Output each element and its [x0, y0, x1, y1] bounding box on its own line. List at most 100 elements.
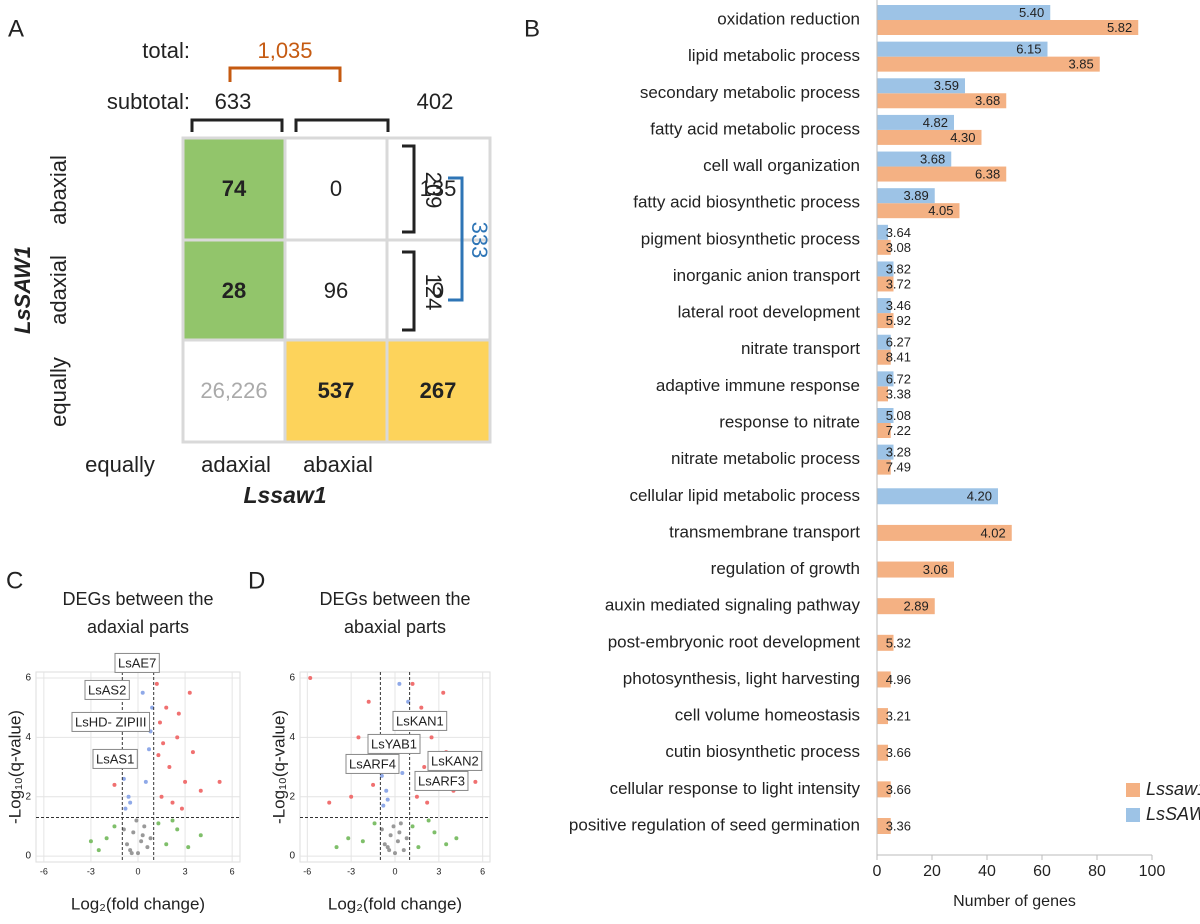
y-title: LsSAW1 [10, 246, 35, 334]
category-label: adaptive immune response [656, 376, 860, 395]
bar [877, 276, 894, 292]
point [139, 839, 144, 844]
x-tick-label: 0 [135, 866, 140, 876]
cell-value: 96 [324, 278, 348, 303]
point [419, 705, 424, 710]
point [176, 711, 181, 716]
bar [877, 78, 965, 94]
gene-label: LsKAN2 [431, 753, 479, 768]
row-label: adaxial [46, 255, 71, 325]
category-label: post-embryonic root development [608, 632, 861, 651]
x-tick-label: -6 [40, 866, 48, 876]
point [388, 833, 393, 838]
point [308, 675, 313, 680]
point [164, 842, 169, 847]
label-box [114, 652, 160, 673]
bar [877, 598, 935, 615]
point [143, 779, 148, 784]
point [146, 747, 151, 752]
bar [877, 166, 1007, 182]
category-label: secondary metabolic process [640, 83, 860, 102]
group-total: 333 [467, 222, 492, 259]
point [136, 851, 140, 856]
point [371, 782, 376, 787]
bar-label: 6.15 [1016, 42, 1041, 57]
bar [877, 408, 894, 423]
bar [877, 423, 891, 438]
bar [877, 261, 894, 277]
bar [877, 5, 1051, 20]
point [154, 681, 159, 686]
x-tick-label: -3 [347, 866, 355, 876]
bar-label: 3.64 [886, 225, 911, 240]
bar-label: 6.38 [975, 166, 1000, 181]
x-tick-label: 3 [436, 866, 441, 876]
point [157, 720, 162, 725]
point [170, 818, 175, 823]
bar-label: 3.06 [923, 562, 948, 577]
point [156, 821, 161, 826]
point [393, 851, 397, 856]
cell-value: 26,226 [200, 378, 267, 403]
bar [877, 561, 954, 578]
x-tick-label: -6 [303, 866, 311, 876]
point [104, 836, 109, 841]
cell-value: 28 [222, 278, 246, 303]
point [126, 794, 131, 799]
point [198, 788, 203, 793]
category-label: cellular response to light intensity [610, 779, 861, 798]
bar [877, 188, 935, 204]
y-tick-label: 0 [289, 851, 295, 862]
point [156, 753, 161, 758]
x-axis-title: Log₂(fold change) [328, 894, 462, 913]
bar-label: 4.02 [980, 525, 1005, 540]
category-label: cell wall organization [703, 156, 860, 175]
bar [877, 459, 891, 475]
x-title: Lssaw1 [243, 482, 326, 508]
point [416, 845, 421, 850]
bar-label: 5.32 [886, 635, 911, 650]
chart-title: adaxial parts [87, 617, 189, 637]
bar-label: 3.85 [1068, 57, 1093, 72]
total: 1,035 [257, 38, 312, 63]
cell [183, 138, 285, 240]
point [360, 839, 365, 844]
category-label: oxidation reduction [717, 9, 860, 28]
bar-label: 3.46 [886, 298, 911, 313]
label-box [71, 711, 151, 732]
gene-label: LsAS1 [96, 751, 134, 766]
point [382, 842, 387, 847]
point [404, 836, 409, 841]
legend-label: LsSAW1 [1146, 804, 1200, 824]
bar-label: 7.49 [886, 460, 911, 475]
bar-label: 5.40 [1019, 5, 1044, 20]
point [164, 705, 169, 710]
point [140, 833, 145, 838]
y-tick-label: 4 [25, 732, 31, 743]
subtotal: 402 [417, 89, 454, 114]
point [198, 833, 203, 838]
category-label: cutin biosynthetic process [665, 742, 860, 761]
point [123, 806, 128, 811]
bar-label: 7.22 [886, 423, 911, 438]
point [125, 842, 130, 847]
gene-label: LsYAB1 [371, 736, 417, 751]
point [112, 782, 117, 787]
bar [877, 444, 894, 460]
cell-value: 135 [420, 176, 457, 201]
point [140, 690, 145, 695]
bar [877, 151, 952, 167]
point [429, 735, 434, 740]
x-tick-label: 0 [392, 866, 397, 876]
category-label: lipid metabolic process [688, 46, 860, 65]
bar-label: 3.66 [886, 782, 911, 797]
bar [877, 41, 1048, 57]
x-axis-title: Log₂(fold change) [71, 894, 205, 913]
gene-label: LsHD- ZIPIII [75, 714, 147, 729]
point [134, 818, 139, 823]
bar [877, 129, 982, 145]
bar-label: 6.72 [886, 371, 911, 386]
point [454, 836, 459, 841]
bar-label: 3.08 [886, 240, 911, 255]
